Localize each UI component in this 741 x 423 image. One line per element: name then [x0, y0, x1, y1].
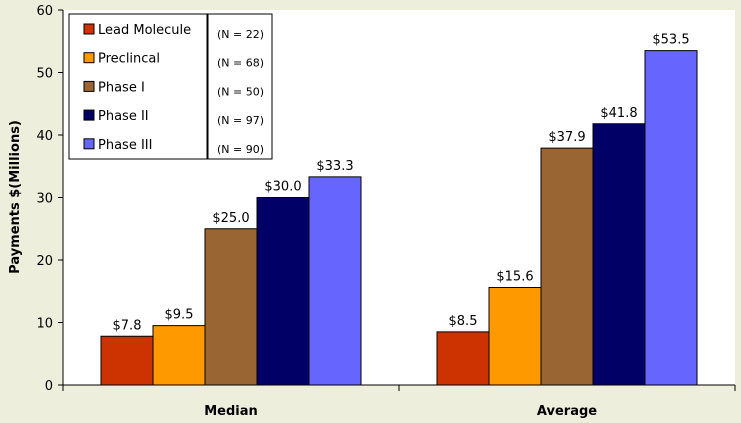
data-label: $33.3 [316, 159, 353, 174]
legend-swatch [83, 138, 95, 150]
bar-preclincal-median [152, 325, 206, 386]
legend-label: Phase III [98, 138, 152, 153]
data-label: $41.8 [600, 106, 637, 121]
legend: Lead Molecule (N = 22) Preclincal (N = 68) P… [68, 13, 273, 160]
legend-n-box [207, 13, 273, 160]
y-tick-label: 20 [36, 254, 53, 269]
legend-label: Phase II [98, 109, 149, 124]
axes-group: 0 10 20 30 40 50 60 Median Average [36, 4, 736, 419]
bar-lead-molecule-median [100, 335, 154, 386]
x-category-label: Average [537, 404, 597, 419]
y-axis-label: Payments $(Millions) [8, 120, 23, 274]
bar-phase-i-average [540, 147, 594, 386]
bar-phase-iii-average [644, 50, 698, 386]
y-tick-label: 40 [36, 129, 53, 144]
data-label: $30.0 [264, 180, 301, 195]
data-label: $7.8 [113, 318, 142, 333]
legend-n-label: (N = 68) [217, 57, 264, 70]
data-label: $53.5 [652, 33, 689, 48]
legend-n-label: (N = 90) [217, 143, 264, 156]
data-labels-group: $7.8 $8.5 $9.5 $15.6 $25.0 $37.9 $30.0 $41.8 $33… [113, 33, 690, 334]
legend-label: Lead Molecule [98, 23, 191, 38]
legend-n-label: (N = 97) [217, 114, 264, 127]
legend-swatch [83, 80, 95, 92]
bar-phase-iii-median [308, 176, 362, 386]
legend-n-label: (N = 50) [217, 85, 264, 98]
y-tick-label: 0 [45, 379, 53, 394]
y-tick-label: 50 [36, 67, 53, 82]
legend-label: Phase I [98, 80, 145, 95]
legend-label: Preclincal [98, 52, 160, 67]
bar-preclincal-average [488, 287, 542, 386]
y-tick-label: 30 [36, 192, 53, 207]
bars-group [100, 50, 698, 386]
bar-phase-ii-average [592, 123, 646, 386]
y-tick-label: 60 [36, 4, 53, 19]
data-label: $9.5 [165, 308, 194, 323]
data-label: $25.0 [212, 211, 249, 226]
x-category-label: Median [204, 404, 258, 419]
legend-swatch [83, 23, 95, 35]
legend-swatch [83, 109, 95, 121]
bar-phase-i-median [204, 228, 258, 386]
legend-swatch [83, 52, 95, 64]
data-label: $37.9 [548, 130, 585, 145]
data-label: $8.5 [449, 314, 478, 329]
bar-phase-ii-median [256, 197, 310, 386]
data-label: $15.6 [496, 270, 533, 285]
legend-n-label: (N = 22) [217, 28, 264, 41]
y-tick-label: 10 [36, 317, 53, 332]
bar-lead-molecule-average [436, 331, 490, 386]
